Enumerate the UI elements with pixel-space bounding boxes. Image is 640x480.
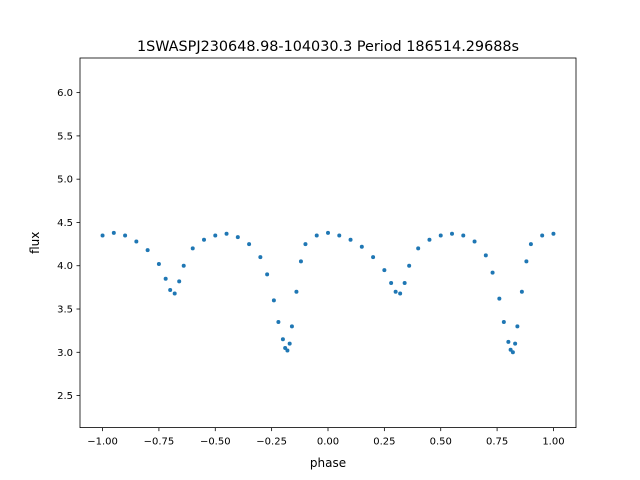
data-point [326,230,330,235]
y-tick-label: 5.5 [57,131,73,142]
data-point [510,350,515,355]
data-point [294,289,299,294]
y-tick-label: 4.5 [57,218,73,229]
data-point [524,259,529,264]
data-point [497,296,502,301]
data-point [393,289,398,294]
data-point [100,233,105,238]
data-point [337,233,342,238]
data-point [438,233,443,238]
data-point [235,235,240,240]
x-tick-label: 0.50 [430,437,452,448]
data-point [163,276,168,281]
data-point [181,263,186,268]
x-axis-label: phase [310,456,346,470]
data-point [271,298,276,303]
data-point [371,255,376,260]
data-point [276,320,281,324]
y-tick-label: 3.5 [57,305,73,316]
data-point [382,268,387,273]
data-point [483,253,488,258]
data-point [389,281,394,286]
data-point [501,320,506,324]
data-point [427,237,432,242]
data-point [519,289,524,294]
x-tick-label: −1.00 [87,437,118,448]
data-point [285,348,290,353]
data-point [111,230,116,235]
data-point [202,237,206,242]
data-point [213,233,218,238]
data-point [348,237,353,242]
data-point [303,242,308,247]
data-point [472,239,477,244]
data-point [528,242,533,247]
data-point [190,246,195,251]
data-point [513,341,518,346]
chart-title: 1SWASPJ230648.98-104030.3 Period 186514.… [137,39,519,55]
data-point [287,341,292,346]
y-tick-label: 2.5 [57,391,73,402]
y-tick-label: 5.0 [57,175,73,186]
data-point [177,279,182,284]
y-axis-label: flux [28,232,42,254]
data-point [289,324,294,329]
x-tick-label: −0.50 [200,437,231,448]
data-point [359,244,364,249]
y-tick-label: 3.0 [57,348,73,359]
y-axis-ticks: 2.5 3.0 3.5 4.0 4.5 5.0 5.5 6.0 [57,88,80,402]
data-point [314,233,319,238]
y-tick-label: 6.0 [57,88,73,99]
y-tick-label: 4.0 [57,261,73,272]
data-point [551,231,556,236]
data-point [490,270,495,275]
data-point [416,246,421,251]
data-point [145,248,150,253]
data-point [258,255,263,260]
data-point [168,287,173,292]
scatter-points [100,230,556,355]
x-tick-label: −0.75 [144,437,175,448]
data-point [123,233,128,238]
x-tick-label: 0.25 [373,437,395,448]
data-point [265,272,270,277]
x-axis-ticks: −1.00 −0.75 −0.50 −0.25 0.00 0.25 0.50 0.75 1.00 [87,427,565,448]
data-point [398,291,403,296]
data-point [540,233,545,238]
x-tick-label: 0.00 [317,437,339,448]
data-point [407,263,412,268]
data-point [506,339,511,344]
data-point [134,239,139,244]
data-point [402,281,407,286]
data-point [450,231,454,236]
data-point [283,345,288,350]
data-point [224,231,229,236]
x-tick-label: 1.00 [542,437,564,448]
data-point [172,291,177,296]
data-point [508,347,513,352]
data-point [247,242,252,247]
data-point [298,259,303,264]
data-point [280,337,285,342]
data-point [156,262,161,267]
data-point [461,233,466,238]
x-tick-label: −0.25 [256,437,287,448]
x-tick-label: 0.75 [486,437,508,448]
data-point [515,324,520,329]
